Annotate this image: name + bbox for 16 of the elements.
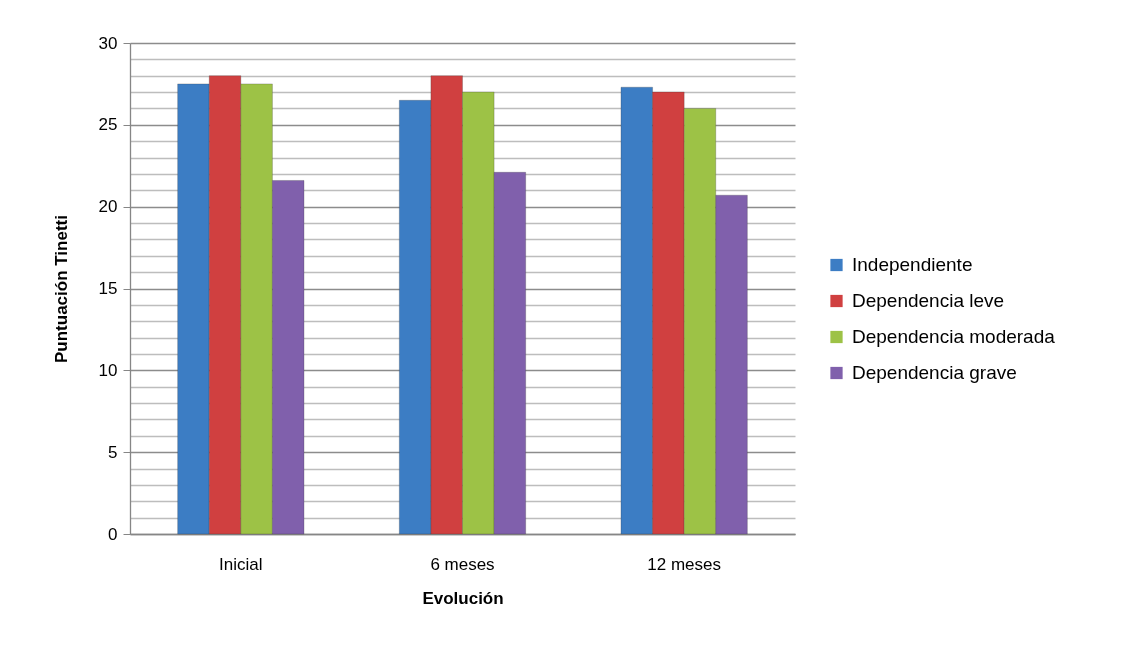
y-axis-title: Puntuación Tinetti bbox=[51, 215, 71, 363]
x-tick-label: Inicial bbox=[219, 554, 263, 574]
x-axis-title: Evolución bbox=[422, 588, 504, 608]
y-tick-label: 15 bbox=[98, 279, 118, 298]
y-tick-label: 0 bbox=[108, 524, 118, 544]
y-tick-label: 10 bbox=[98, 360, 118, 380]
y-tick-label: 30 bbox=[98, 33, 118, 53]
y-tick-label: 5 bbox=[108, 442, 118, 462]
legend-label: Independiente bbox=[852, 254, 973, 275]
x-tick-label: 6 meses bbox=[430, 554, 495, 574]
x-tick-label: 12 meses bbox=[647, 554, 722, 574]
y-tick-label: 20 bbox=[98, 197, 118, 217]
legend-label: Dependencia leve bbox=[852, 290, 1005, 311]
legend-label: Dependencia grave bbox=[852, 362, 1017, 383]
legend-label: Dependencia moderada bbox=[852, 326, 1056, 347]
y-tick-label: 25 bbox=[98, 115, 118, 135]
